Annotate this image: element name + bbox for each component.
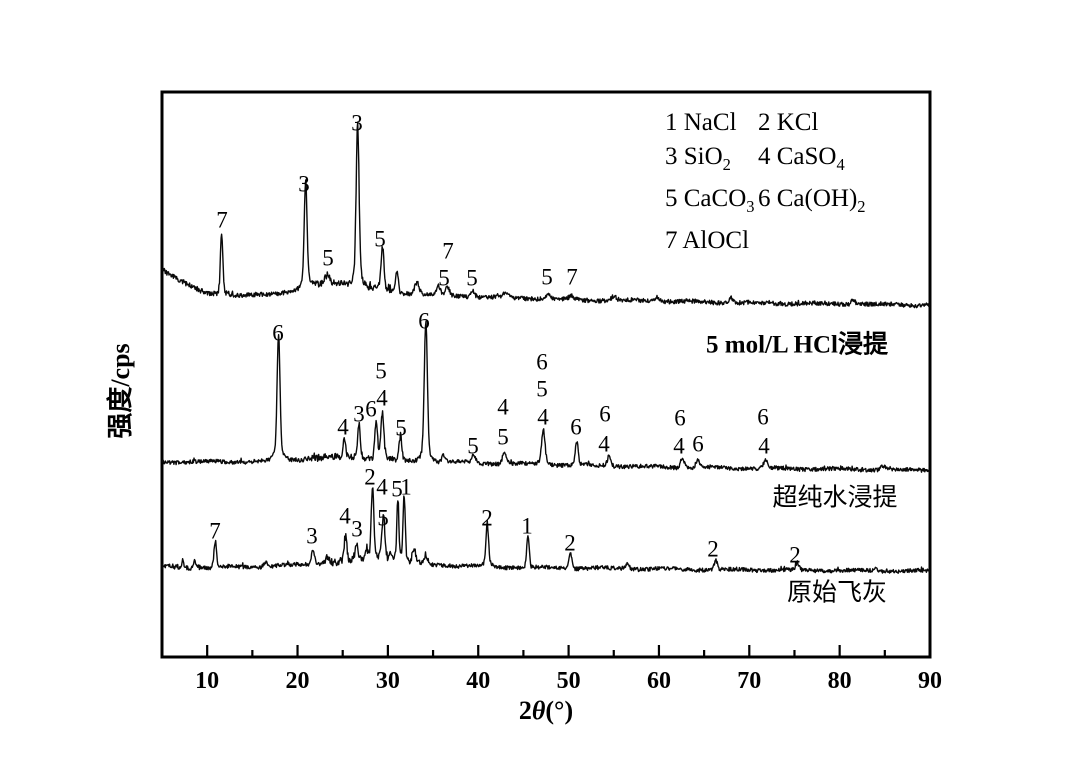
peak-label: 4 bbox=[598, 431, 610, 457]
x-tick-label: 10 bbox=[195, 668, 220, 694]
peak-label: 5 bbox=[497, 424, 509, 450]
peak-label: 2 bbox=[481, 505, 493, 531]
legend-entry-number: 4 bbox=[758, 143, 777, 170]
peak-label: 4 bbox=[376, 385, 388, 411]
peak-label: 2 bbox=[564, 530, 576, 556]
x-axis-title-theta: θ bbox=[531, 696, 546, 725]
peak-label: 6 bbox=[365, 396, 377, 422]
legend-entry-formula: NaCl bbox=[683, 109, 737, 136]
peak-label: 5 bbox=[322, 245, 334, 271]
xrd-trace-1 bbox=[161, 320, 931, 473]
legend-entry-number: 6 bbox=[758, 185, 777, 212]
legend-entry-number: 2 bbox=[758, 109, 777, 136]
legend-entry: 6 Ca(OH)2 bbox=[758, 185, 866, 216]
xrd-trace-2 bbox=[161, 121, 931, 309]
peak-label: 3 bbox=[351, 110, 363, 136]
peak-label: 5 bbox=[541, 264, 553, 290]
peak-label: 5 bbox=[374, 226, 386, 252]
x-axis-title-unit: (°) bbox=[545, 696, 574, 725]
legend-row: 3 SiO2 4 CaSO4 bbox=[665, 140, 866, 182]
peak-label: 3 bbox=[353, 401, 365, 427]
peak-label: 6 bbox=[674, 405, 686, 431]
peak-label: 7 bbox=[209, 518, 221, 544]
x-tick-label: 30 bbox=[375, 668, 400, 694]
legend-entry: 2 KCl bbox=[758, 109, 818, 136]
phase-legend: 1 NaCl 2 KCl 3 SiO2 4 CaSO4 5 CaCO3 6 Ca(OH)2… bbox=[665, 106, 866, 258]
peak-label: 5 bbox=[395, 415, 407, 441]
peak-label: 4 bbox=[376, 474, 388, 500]
peak-label: 4 bbox=[673, 433, 685, 459]
legend-entry-formula: CaSO4 bbox=[776, 143, 845, 174]
legend-entry: 5 CaCO3 bbox=[665, 182, 758, 224]
peak-label: 7 bbox=[216, 207, 228, 233]
peak-label: 6 bbox=[599, 401, 611, 427]
series-label-hcl-leach: 5 mol/L HCl浸提 bbox=[706, 331, 888, 359]
peak-label: 5 bbox=[391, 476, 403, 502]
legend-entry-number: 7 bbox=[665, 227, 683, 254]
legend-row: 1 NaCl 2 KCl bbox=[665, 106, 866, 140]
x-axis-title: 2θ(°) bbox=[519, 698, 573, 724]
legend-entry-number: 3 bbox=[665, 143, 684, 170]
legend-entry-formula: CaCO3 bbox=[683, 185, 755, 216]
peak-label: 4 bbox=[758, 433, 770, 459]
legend-row: 7 AlOCl bbox=[665, 224, 866, 258]
legend-entry-formula: SiO2 bbox=[683, 143, 731, 174]
x-axis-title-number: 2 bbox=[518, 696, 532, 725]
peak-label: 6 bbox=[536, 349, 548, 375]
peak-label: 5 bbox=[466, 265, 478, 291]
peak-label: 2 bbox=[789, 542, 801, 568]
legend-entry-formula: KCl bbox=[776, 109, 819, 136]
legend-row: 5 CaCO3 6 Ca(OH)2 bbox=[665, 182, 866, 224]
legend-entry: 3 SiO2 bbox=[665, 140, 758, 182]
x-axis-ticks bbox=[206, 645, 932, 656]
legend-entry-formula: AlOCl bbox=[682, 227, 750, 254]
xrd-traces bbox=[161, 121, 931, 574]
x-tick-label: 70 bbox=[737, 668, 762, 694]
x-tick-label: 80 bbox=[827, 668, 852, 694]
legend-entry: 4 CaSO4 bbox=[758, 143, 845, 174]
peak-label: 5 bbox=[377, 505, 389, 531]
x-tick-label: 60 bbox=[646, 668, 671, 694]
xrd-trace-0 bbox=[161, 487, 931, 574]
peak-label: 6 bbox=[692, 431, 704, 457]
peak-label: 3 bbox=[306, 523, 318, 549]
legend-entry: 1 NaCl bbox=[665, 106, 758, 140]
x-tick-label: 50 bbox=[556, 668, 581, 694]
series-label-original-fly-ash: 原始飞灰 bbox=[786, 579, 888, 607]
peak-label: 4 bbox=[497, 394, 509, 420]
peak-label: 1 bbox=[521, 513, 533, 539]
peak-label: 4 bbox=[537, 404, 549, 430]
peak-label: 3 bbox=[298, 171, 310, 197]
peak-label: 6 bbox=[757, 404, 769, 430]
peak-label: 6 bbox=[570, 414, 582, 440]
peak-label: 5 bbox=[438, 265, 450, 291]
series-label-ultrapure-water-leach: 超纯水浸提 bbox=[772, 484, 898, 512]
x-tick-label: 90 bbox=[918, 668, 942, 694]
x-tick-label: 40 bbox=[466, 668, 491, 694]
peak-label: 5 bbox=[536, 376, 548, 402]
peak-label: 3 bbox=[351, 516, 363, 542]
peak-label: 2 bbox=[707, 536, 719, 562]
legend-entry-number: 1 bbox=[665, 109, 684, 136]
legend-entry: 7 AlOCl bbox=[665, 224, 758, 258]
legend-entry-number: 5 bbox=[665, 185, 684, 212]
plot-border bbox=[160, 90, 932, 659]
peak-label: 7 bbox=[566, 264, 578, 290]
peak-label: 1 bbox=[400, 474, 412, 500]
peak-label: 7 bbox=[442, 238, 454, 264]
peak-label: 2 bbox=[364, 464, 376, 490]
peak-label: 5 bbox=[375, 358, 387, 384]
peak-label: 6 bbox=[272, 320, 284, 346]
x-tick-label: 20 bbox=[285, 668, 310, 694]
peak-label: 4 bbox=[339, 503, 351, 529]
y-axis-title: 强度/cps bbox=[106, 343, 135, 439]
peak-label: 6 bbox=[418, 308, 430, 334]
peak-label: 5 bbox=[467, 433, 479, 459]
peak-label: 4 bbox=[337, 414, 349, 440]
legend-entry-formula: Ca(OH)2 bbox=[776, 185, 866, 216]
